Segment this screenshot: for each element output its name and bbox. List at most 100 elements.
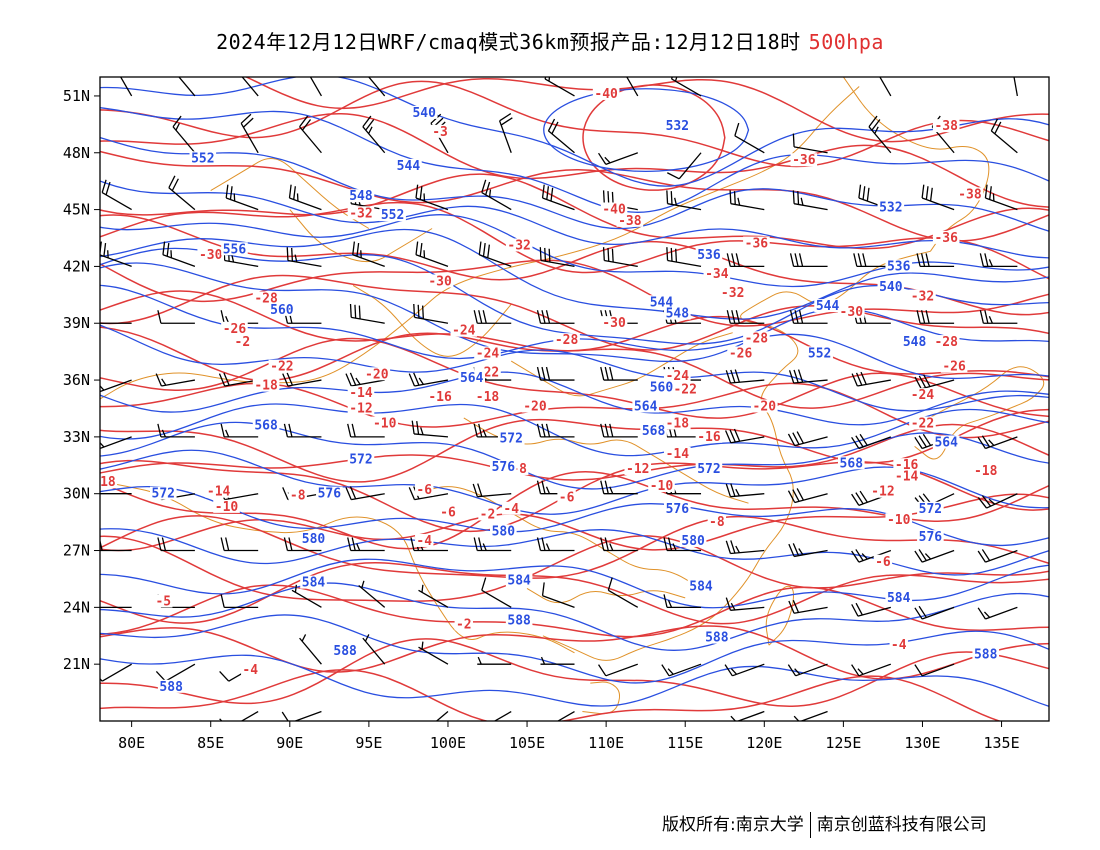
wind-barb <box>220 594 259 609</box>
temperature-label: -10 <box>650 479 674 494</box>
wind-barb <box>100 663 132 682</box>
wind-barb <box>435 711 449 721</box>
temperature-label: -22 <box>911 417 934 432</box>
temperature-label-bg <box>751 399 778 413</box>
temperature-label: -26 <box>729 346 753 361</box>
wind-barb <box>788 599 828 614</box>
temperature-label: -38 <box>934 119 958 134</box>
country-boundaries <box>100 77 1045 715</box>
wind-barb <box>288 184 322 211</box>
temperature-label-bg <box>956 187 984 201</box>
temperature-isoline <box>100 669 1002 721</box>
temperature-label-bg <box>347 206 375 220</box>
temperature-label: -14 <box>666 447 690 462</box>
temperature-label-bg <box>695 429 723 443</box>
height-isoline <box>100 324 1049 412</box>
height-label-bg <box>695 247 723 261</box>
height-label: 580 <box>681 534 705 549</box>
height-label: 548 <box>349 189 373 204</box>
boundary-line <box>289 209 433 263</box>
wind-barb <box>540 656 575 665</box>
temperature-label-bg <box>371 416 398 430</box>
wind-barb <box>347 423 385 438</box>
wind-barb <box>541 184 575 211</box>
wind-barb <box>914 549 955 563</box>
y-tick-label: 21N <box>63 655 90 673</box>
height-label: 580 <box>302 532 326 547</box>
temperature-isoline <box>100 259 1049 327</box>
wind-barb <box>352 241 385 268</box>
temperature-label: -32 <box>721 286 744 301</box>
wind-barb <box>626 77 639 97</box>
title-level: 500hpa <box>808 30 884 54</box>
height-label-bg <box>648 380 675 394</box>
height-label-bg <box>458 371 485 385</box>
y-tick-label: 51N <box>63 87 90 105</box>
temperature-label-bg <box>557 490 576 504</box>
temperature-label: -4 <box>416 534 432 549</box>
temperature-label-bg <box>932 230 960 244</box>
temperature-label: -24 <box>911 388 935 403</box>
wind-barb <box>977 549 1018 563</box>
wind-barb <box>473 537 512 552</box>
height-label-bg <box>814 299 841 313</box>
wind-barb <box>473 310 512 324</box>
height-label-bg <box>300 532 327 546</box>
wind-barb <box>299 634 322 665</box>
temperature-label-bg <box>154 594 173 608</box>
temperature-isoline <box>100 337 1049 419</box>
temperature-label: -12 <box>871 485 894 500</box>
temperature-label: -14 <box>207 485 231 500</box>
temperature-label: -10 <box>215 500 239 515</box>
wind-barb <box>851 663 892 677</box>
height-label-bg <box>395 158 422 172</box>
temperature-label-bg <box>268 359 296 373</box>
temperature-label: -14 <box>349 386 373 401</box>
height-label-bg <box>877 200 905 214</box>
wind-barb <box>418 584 449 608</box>
temperature-label-bg <box>727 346 754 360</box>
height-label: 576 <box>492 460 516 475</box>
wind-barb <box>225 184 259 211</box>
height-label-bg <box>268 302 296 316</box>
y-tick-label: 39N <box>63 314 90 332</box>
temperature-label-bg <box>664 369 691 383</box>
temperature-cold-center <box>582 84 726 191</box>
height-label-bg <box>632 399 659 413</box>
boundary-line <box>526 587 686 604</box>
temperature-label-bg <box>221 321 248 335</box>
x-tick-label: 110E <box>588 734 624 752</box>
wind-barb <box>100 436 132 450</box>
height-label: 552 <box>381 208 404 223</box>
temperature-label-bg <box>671 382 699 396</box>
wind-barb <box>1013 77 1019 97</box>
boundary-line <box>463 417 749 504</box>
temperature-label: -38 <box>958 187 982 202</box>
height-label: 544 <box>650 295 674 310</box>
height-label-bg <box>901 335 928 349</box>
height-label-bg <box>410 105 438 119</box>
temperature-label-bg <box>616 213 644 227</box>
y-tick-label: 42N <box>63 257 90 275</box>
x-tick-label: 85E <box>197 734 224 752</box>
wind-barb <box>157 537 195 552</box>
x-tick-label: 135E <box>983 734 1019 752</box>
wind-barb <box>178 77 196 97</box>
temperature-label: -30 <box>602 316 626 331</box>
height-label: 588 <box>507 614 531 629</box>
wind-barb <box>100 322 132 324</box>
wind-barb <box>281 710 322 721</box>
temperature-label-bg <box>909 289 936 303</box>
temperature-label: -24 <box>666 369 690 384</box>
temperature-label: -28 <box>934 335 958 350</box>
temperature-label: -6 <box>559 490 575 505</box>
temperature-label-bg <box>972 463 1000 477</box>
wind-barb <box>220 423 259 438</box>
height-label: 556 <box>223 242 247 257</box>
temperature-label-bg <box>363 367 391 381</box>
wind-barb <box>977 493 1018 509</box>
y-tick-label: 24N <box>63 598 90 616</box>
temperature-label-bg <box>241 662 260 676</box>
boundary-line <box>416 486 702 589</box>
